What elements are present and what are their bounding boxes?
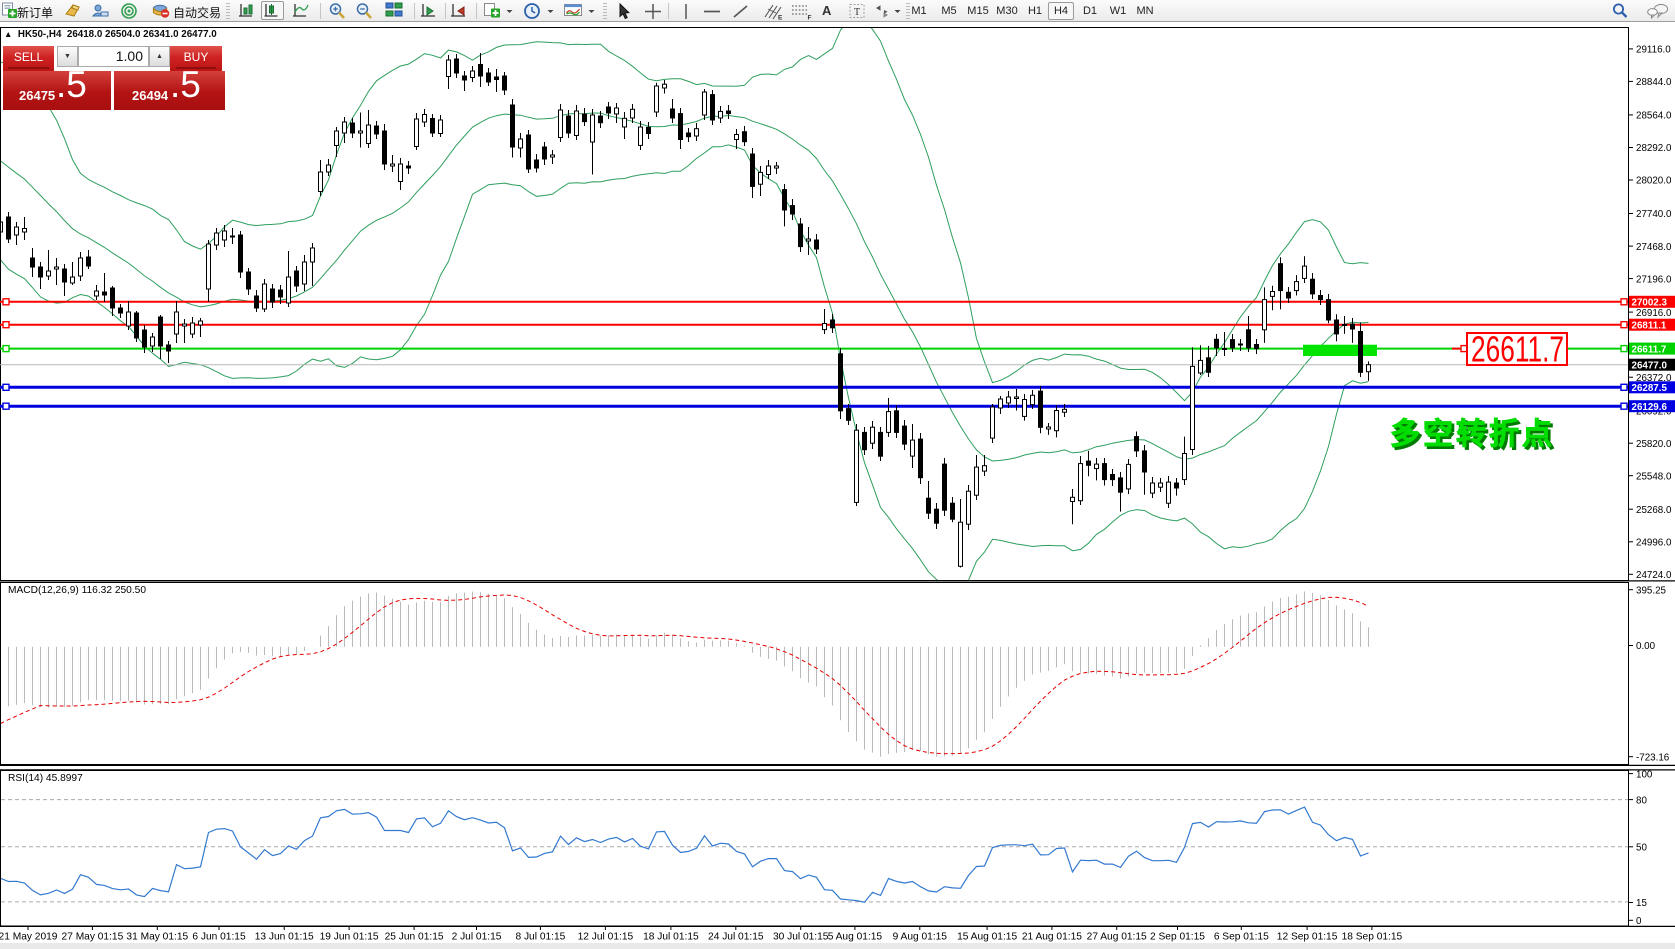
svg-text:T: T [854, 7, 860, 18]
svg-text:25548.0: 25548.0 [1636, 471, 1672, 482]
svg-text:18 Jul 01:15: 18 Jul 01:15 [643, 932, 699, 943]
svg-text:27 Aug 01:15: 27 Aug 01:15 [1087, 932, 1147, 943]
svg-text:50: 50 [1636, 843, 1647, 854]
svg-text:24 Jul 01:15: 24 Jul 01:15 [708, 932, 764, 943]
svg-text:RSI(14) 45.8997: RSI(14) 45.8997 [8, 773, 83, 784]
svg-text:6 Jun 01:15: 6 Jun 01:15 [192, 932, 246, 943]
svg-text:2 Sep 01:15: 2 Sep 01:15 [1150, 932, 1205, 943]
svg-text:5 Aug 01:15: 5 Aug 01:15 [828, 932, 883, 943]
svg-text:25820.0: 25820.0 [1636, 439, 1672, 450]
svg-text:27740.0: 27740.0 [1636, 209, 1672, 220]
svg-text:0: 0 [1636, 916, 1642, 927]
svg-text:27002.3: 27002.3 [1632, 298, 1668, 309]
svg-text:27468.0: 27468.0 [1636, 242, 1672, 253]
svg-text:E: E [778, 15, 783, 22]
svg-text:27196.0: 27196.0 [1636, 274, 1672, 285]
svg-text:13 Jun 01:15: 13 Jun 01:15 [255, 932, 314, 943]
svg-text:26372.0: 26372.0 [1636, 373, 1672, 384]
svg-text:21 May 2019: 21 May 2019 [0, 932, 58, 943]
svg-text:25 Jun 01:15: 25 Jun 01:15 [385, 932, 444, 943]
svg-text:26811.1: 26811.1 [1632, 321, 1667, 332]
svg-text:21 Aug 01:15: 21 Aug 01:15 [1022, 932, 1082, 943]
svg-text:28020.0: 28020.0 [1636, 176, 1672, 187]
svg-text:多空转折点: 多空转折点 [1393, 421, 1558, 454]
svg-text:26916.0: 26916.0 [1636, 308, 1672, 319]
svg-text:31 May 01:15: 31 May 01:15 [126, 932, 188, 943]
svg-text:24724.0: 24724.0 [1636, 570, 1672, 581]
svg-text:30 Jul 01:15: 30 Jul 01:15 [773, 932, 829, 943]
svg-text:多空转折点: 多空转折点 [1390, 418, 1555, 451]
svg-text:F: F [808, 15, 812, 22]
svg-text:19 Jun 01:15: 19 Jun 01:15 [320, 932, 379, 943]
svg-text:395.25: 395.25 [1636, 585, 1667, 596]
svg-text:28844.0: 28844.0 [1636, 77, 1672, 88]
svg-text:6 Sep 01:15: 6 Sep 01:15 [1214, 932, 1269, 943]
svg-text:25268.0: 25268.0 [1636, 505, 1672, 516]
svg-text:15: 15 [1636, 898, 1647, 909]
svg-text:26611.7: 26611.7 [1471, 329, 1564, 370]
svg-text:12 Jul 01:15: 12 Jul 01:15 [578, 932, 634, 943]
svg-text:-723.16: -723.16 [1636, 752, 1670, 763]
svg-text:26477.0: 26477.0 [1632, 361, 1668, 372]
svg-text:26129.6: 26129.6 [1632, 402, 1668, 413]
svg-text:29116.0: 29116.0 [1636, 45, 1671, 56]
svg-text:2 Jul 01:15: 2 Jul 01:15 [452, 932, 502, 943]
svg-text:9 Aug 01:15: 9 Aug 01:15 [893, 932, 948, 943]
svg-text:28564.0: 28564.0 [1636, 111, 1672, 122]
svg-text:12 Sep 01:15: 12 Sep 01:15 [1277, 932, 1338, 943]
svg-text:0.00: 0.00 [1636, 641, 1656, 652]
svg-text:27 May 01:15: 27 May 01:15 [62, 932, 124, 943]
svg-text:28292.0: 28292.0 [1636, 143, 1672, 154]
svg-text:26287.5: 26287.5 [1632, 383, 1668, 394]
svg-text:100: 100 [1636, 769, 1653, 780]
svg-text:18 Sep 01:15: 18 Sep 01:15 [1342, 932, 1403, 943]
svg-text:24996.0: 24996.0 [1636, 538, 1672, 549]
svg-text:80: 80 [1636, 795, 1647, 806]
svg-text:26611.7: 26611.7 [1632, 344, 1667, 355]
svg-text:MACD(12,26,9) 116.32 250.50: MACD(12,26,9) 116.32 250.50 [8, 585, 146, 596]
svg-text:15 Aug 01:15: 15 Aug 01:15 [957, 932, 1017, 943]
svg-text:8 Jul 01:15: 8 Jul 01:15 [515, 932, 565, 943]
